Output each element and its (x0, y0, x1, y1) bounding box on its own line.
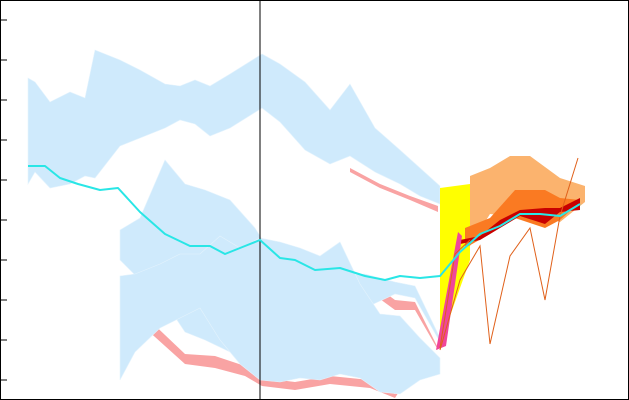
series-line-1 (28, 165, 581, 281)
band-top-band (27, 49, 441, 205)
thin-line-1 (439, 157, 579, 351)
band-lower-band (119, 235, 441, 395)
salmon-edge-1 (350, 168, 438, 212)
thin-line-2 (439, 239, 471, 349)
fan-region-3 (465, 190, 580, 248)
fan-region-4 (460, 198, 580, 244)
